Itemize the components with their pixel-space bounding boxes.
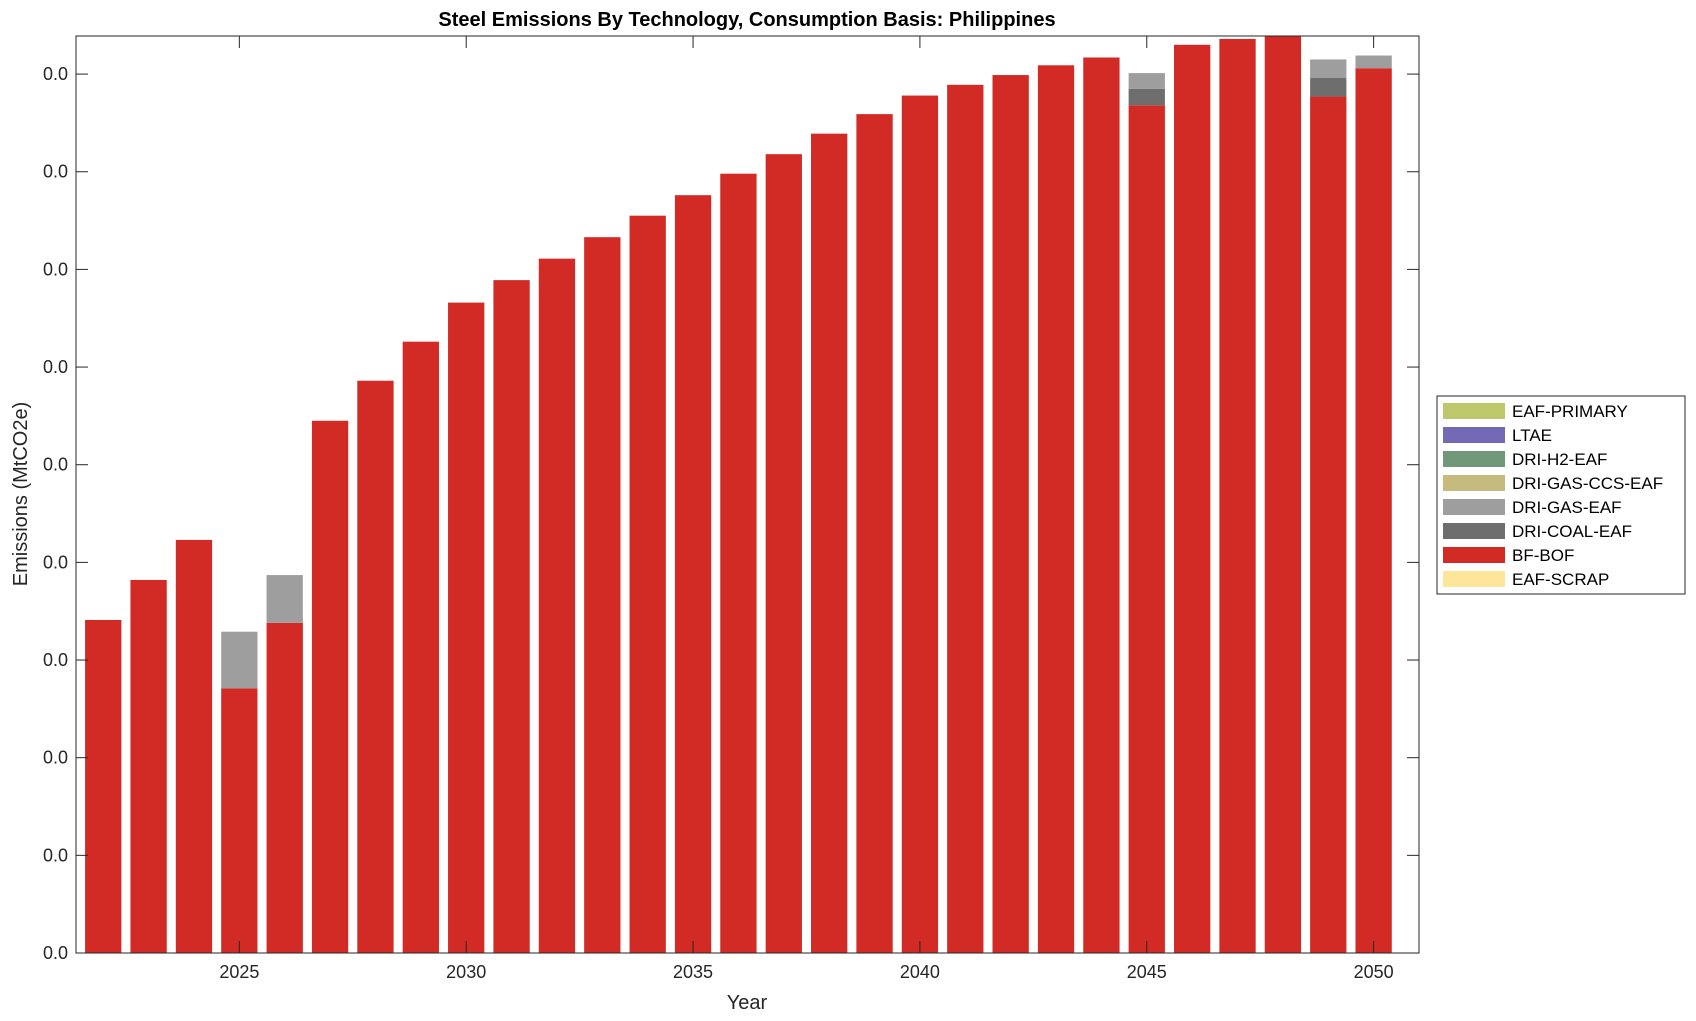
bar-bf-bof-2029: [402, 341, 439, 953]
bar-bf-bof-2034: [629, 215, 666, 953]
bar-bf-bof-2036: [720, 173, 757, 953]
legend-item-dri-gas-eaf: DRI-GAS-EAF: [1443, 498, 1622, 517]
bar-bf-bof-2022: [85, 619, 122, 953]
bar-bf-bof-2038: [811, 133, 848, 953]
x-tick-label: 2050: [1354, 962, 1394, 982]
bar-bf-bof-2026: [266, 622, 303, 953]
legend-item-eaf-primary: EAF-PRIMARY: [1443, 402, 1628, 421]
x-tick-label: 2025: [219, 962, 259, 982]
legend-item-dri-h2-eaf: DRI-H2-EAF: [1443, 450, 1607, 469]
bar-bf-bof-2035: [674, 195, 712, 953]
bar-bf-bof-2033: [584, 237, 621, 953]
legend-swatch: [1443, 499, 1505, 515]
bar-bf-bof-2039: [856, 114, 893, 953]
bar-bf-bof-2045: [1128, 105, 1165, 953]
legend-item-bf-bof: BF-BOF: [1443, 546, 1574, 565]
y-tick-label: 0.0: [43, 650, 68, 670]
chart-title: Steel Emissions By Technology, Consumpti…: [438, 9, 1055, 31]
bar-bf-bof-2030: [448, 302, 485, 953]
legend-label: LTAE: [1512, 426, 1552, 445]
y-tick-label: 0.0: [43, 943, 68, 963]
legend-item-ltae: LTAE: [1443, 426, 1552, 445]
x-tick-label: 2045: [1127, 962, 1167, 982]
legend-label: DRI-COAL-EAF: [1512, 522, 1632, 541]
legend-swatch: [1443, 451, 1505, 467]
bar-bf-bof-2027: [311, 420, 349, 953]
legend-swatch: [1443, 403, 1505, 419]
legend-label: BF-BOF: [1512, 546, 1574, 565]
legend-label: DRI-H2-EAF: [1512, 450, 1607, 469]
bar-dri-gas-eaf-2049: [1310, 59, 1347, 78]
legend-item-dri-coal-eaf: DRI-COAL-EAF: [1443, 522, 1632, 541]
bar-bf-bof-2028: [357, 380, 394, 953]
plot-frame: [75, 35, 1420, 954]
x-tick-label: 2035: [673, 962, 713, 982]
y-tick-label: 0.0: [43, 259, 68, 279]
bar-bf-bof-2040: [901, 95, 939, 953]
bar-dri-gas-eaf-2045: [1128, 73, 1165, 89]
bar-bf-bof-2049: [1310, 96, 1347, 953]
axis-ticks: 2025 2030 2035 2040 2045 2050 0.0 0.0 0.0 0.0 0.0 0…: [43, 36, 1419, 982]
x-tick-label: 2030: [446, 962, 486, 982]
y-tick-label: 0.0: [43, 162, 68, 182]
legend-swatch: [1443, 475, 1505, 491]
bar-bf-bof-2043: [1037, 65, 1075, 953]
legend-swatch: [1443, 571, 1505, 587]
bar-bf-bof-2047: [1219, 38, 1256, 953]
bar-dri-gas-eaf-2026: [266, 575, 303, 623]
legend-swatch: [1443, 523, 1505, 539]
legend-label: DRI-GAS-CCS-EAF: [1512, 474, 1663, 493]
legend-item-dri-gas-ccs-eaf: DRI-GAS-CCS-EAF: [1443, 474, 1663, 493]
x-axis-label: Year: [727, 992, 768, 1014]
legend-swatch: [1443, 427, 1505, 443]
legend-label: EAF-SCRAP: [1512, 570, 1609, 589]
bar-bf-bof-2031: [493, 280, 530, 953]
legend-item-eaf-scrap: EAF-SCRAP: [1443, 570, 1609, 589]
bars-group: [85, 36, 1392, 953]
bar-bf-bof-2024: [175, 539, 213, 953]
y-tick-label: 0.0: [43, 845, 68, 865]
bar-dri-coal-eaf-2045: [1128, 88, 1165, 106]
y-tick-label: 0.0: [43, 552, 68, 572]
y-tick-label: 0.0: [43, 748, 68, 768]
bar-bf-bof-2044: [1083, 57, 1120, 953]
bar-bf-bof-2037: [765, 154, 802, 953]
bar-bf-bof-2025: [221, 688, 258, 953]
legend-label: EAF-PRIMARY: [1512, 402, 1628, 421]
bar-dri-gas-eaf-2025: [221, 631, 258, 689]
bar-bf-bof-2042: [992, 75, 1029, 953]
x-tick-label: 2040: [900, 962, 940, 982]
legend: EAF-PRIMARY LTAE DRI-H2-EAF DRI-GAS-CCS-EAF…: [1436, 395, 1686, 595]
bar-dri-coal-eaf-2049: [1310, 77, 1347, 97]
bar-bf-bof-2050: [1355, 68, 1392, 953]
y-tick-label: 0.0: [43, 64, 68, 84]
bar-bf-bof-2041: [947, 84, 984, 953]
bar-bf-bof-2046: [1173, 44, 1211, 953]
bar-dri-gas-eaf-2050: [1355, 55, 1392, 69]
bar-bf-bof-2023: [130, 579, 167, 953]
bar-bf-bof-2032: [538, 258, 576, 953]
y-axis-label: Emissions (MtCO2e): [10, 402, 32, 586]
bar-bf-bof-2048: [1264, 36, 1302, 953]
y-tick-label: 0.0: [43, 455, 68, 475]
legend-swatch: [1443, 547, 1505, 563]
legend-label: DRI-GAS-EAF: [1512, 498, 1622, 517]
y-tick-label: 0.0: [43, 357, 68, 377]
